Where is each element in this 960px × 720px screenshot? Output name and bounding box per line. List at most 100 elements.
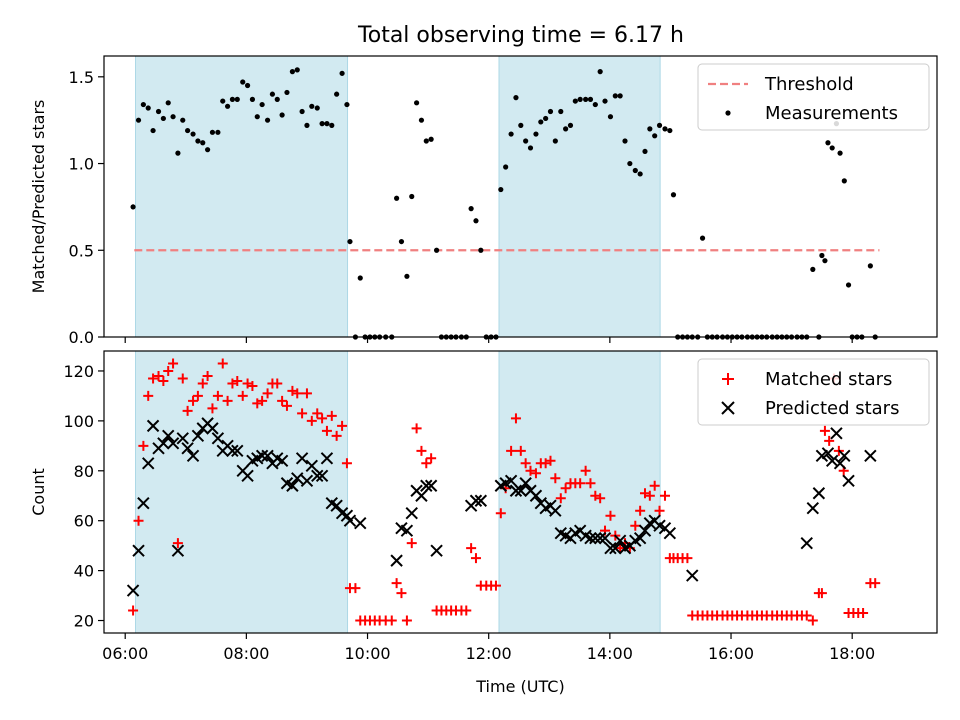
data-point bbox=[166, 437, 180, 450]
data-point bbox=[416, 445, 427, 456]
data-point bbox=[637, 171, 643, 177]
data-point bbox=[195, 138, 201, 144]
data-point bbox=[181, 442, 194, 455]
data-point bbox=[394, 195, 400, 201]
data-point bbox=[158, 375, 169, 386]
data-point bbox=[845, 282, 852, 288]
data-point bbox=[428, 136, 434, 142]
data-point bbox=[627, 160, 633, 167]
data-point bbox=[226, 444, 239, 458]
data-point bbox=[433, 247, 440, 253]
chart-title: Total observing time = 6.17 h bbox=[357, 23, 684, 48]
data-point bbox=[659, 490, 670, 501]
data-point bbox=[138, 440, 149, 451]
data-point bbox=[563, 126, 569, 132]
data-point bbox=[638, 524, 652, 537]
data-point bbox=[176, 432, 189, 445]
data-point bbox=[598, 531, 612, 545]
data-point bbox=[241, 469, 254, 482]
data-point bbox=[838, 449, 851, 463]
data-point bbox=[602, 98, 608, 104]
data-point bbox=[191, 429, 205, 443]
data-point bbox=[163, 365, 174, 376]
data-point bbox=[249, 96, 256, 102]
data-point bbox=[523, 138, 529, 144]
data-point bbox=[211, 432, 225, 445]
data-point bbox=[133, 515, 144, 526]
data-point bbox=[128, 605, 139, 616]
data-point bbox=[171, 544, 185, 557]
data-point bbox=[255, 449, 269, 463]
x-tick-label: 14:00 bbox=[587, 644, 633, 663]
data-point bbox=[538, 119, 544, 125]
data-point bbox=[311, 469, 324, 482]
data-point bbox=[469, 494, 483, 507]
top-panel-ratio: 0.0 0.5 1.0 1.5 Matched/Predicted stars Thres… bbox=[29, 55, 938, 347]
data-point bbox=[200, 140, 206, 146]
data-point bbox=[259, 101, 265, 108]
data-point bbox=[146, 419, 160, 433]
y-axis-label: Matched/Predicted stars bbox=[29, 100, 48, 294]
data-point bbox=[321, 425, 332, 436]
data-point bbox=[595, 493, 606, 504]
data-point bbox=[206, 422, 219, 435]
data-point bbox=[547, 108, 554, 115]
data-point bbox=[306, 415, 317, 426]
data-point bbox=[609, 541, 622, 555]
data-point bbox=[478, 247, 484, 253]
data-point bbox=[473, 218, 479, 224]
data-point bbox=[699, 235, 706, 241]
data-point bbox=[615, 543, 626, 554]
data-point bbox=[644, 490, 655, 501]
data-point bbox=[295, 452, 309, 465]
data-point bbox=[132, 544, 145, 557]
data-point bbox=[190, 131, 196, 137]
data-point bbox=[520, 458, 531, 469]
data-point bbox=[663, 526, 677, 540]
data-point bbox=[319, 121, 325, 127]
data-point bbox=[513, 95, 519, 101]
data-point bbox=[525, 465, 536, 476]
legend: Matched stars Predicted stars bbox=[697, 358, 930, 426]
data-point bbox=[597, 69, 603, 75]
data-point bbox=[234, 96, 240, 102]
data-point bbox=[545, 455, 556, 466]
data-point bbox=[474, 494, 488, 507]
data-point bbox=[274, 96, 280, 102]
data-point bbox=[819, 252, 825, 259]
legend-label: Measurements bbox=[765, 103, 898, 124]
data-point bbox=[632, 167, 638, 174]
data-point bbox=[220, 98, 226, 104]
data-point bbox=[587, 96, 594, 102]
data-point bbox=[821, 447, 835, 460]
data-point bbox=[202, 370, 213, 381]
data-point bbox=[291, 472, 304, 485]
data-point bbox=[312, 408, 323, 419]
legend-box bbox=[697, 358, 930, 426]
data-point bbox=[656, 122, 663, 128]
data-point bbox=[317, 413, 328, 424]
data-point bbox=[309, 103, 315, 109]
data-point bbox=[142, 457, 155, 470]
data-point bbox=[647, 126, 653, 132]
data-point bbox=[415, 489, 428, 502]
data-point bbox=[299, 108, 305, 115]
data-point bbox=[418, 117, 425, 123]
data-point bbox=[341, 458, 352, 469]
series-matched-stars bbox=[128, 358, 881, 626]
data-point bbox=[186, 449, 200, 463]
data-point bbox=[222, 395, 233, 406]
data-point bbox=[300, 474, 314, 487]
data-point bbox=[530, 468, 541, 479]
data-point bbox=[337, 420, 348, 431]
data-point bbox=[320, 452, 334, 465]
data-point bbox=[185, 127, 191, 134]
data-point bbox=[292, 388, 303, 399]
data-point bbox=[175, 150, 181, 156]
data-point bbox=[819, 425, 830, 436]
data-point bbox=[552, 138, 558, 144]
data-point bbox=[654, 505, 665, 516]
axes-frame bbox=[103, 350, 938, 634]
series-predicted-stars bbox=[126, 417, 877, 597]
data-point bbox=[495, 508, 506, 519]
